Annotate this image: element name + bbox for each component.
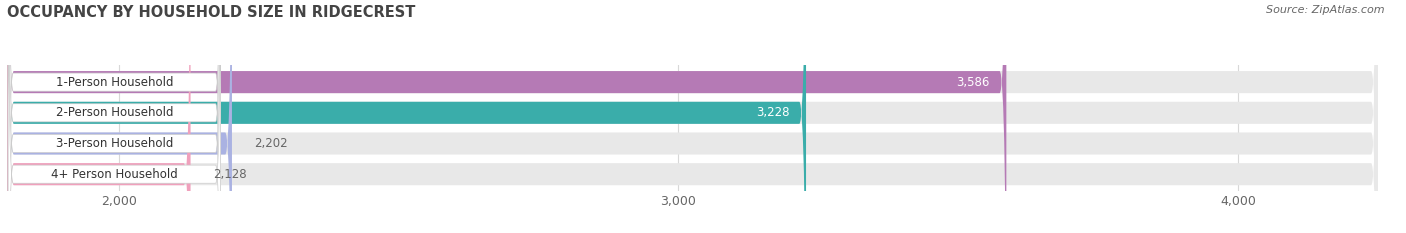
FancyBboxPatch shape	[7, 0, 191, 233]
FancyBboxPatch shape	[7, 0, 1378, 233]
FancyBboxPatch shape	[7, 0, 1007, 233]
Text: 2-Person Household: 2-Person Household	[56, 106, 173, 119]
Text: 4+ Person Household: 4+ Person Household	[51, 168, 177, 181]
FancyBboxPatch shape	[8, 0, 221, 233]
FancyBboxPatch shape	[7, 0, 806, 233]
Text: OCCUPANCY BY HOUSEHOLD SIZE IN RIDGECREST: OCCUPANCY BY HOUSEHOLD SIZE IN RIDGECRES…	[7, 5, 415, 20]
FancyBboxPatch shape	[8, 0, 221, 233]
FancyBboxPatch shape	[8, 0, 221, 233]
FancyBboxPatch shape	[7, 0, 1378, 233]
Text: 1-Person Household: 1-Person Household	[56, 76, 173, 89]
FancyBboxPatch shape	[7, 0, 1378, 233]
FancyBboxPatch shape	[7, 0, 232, 233]
Text: 2,128: 2,128	[212, 168, 246, 181]
Text: 3,586: 3,586	[956, 76, 990, 89]
FancyBboxPatch shape	[8, 0, 221, 233]
Text: 3-Person Household: 3-Person Household	[56, 137, 173, 150]
Text: 2,202: 2,202	[254, 137, 288, 150]
Text: Source: ZipAtlas.com: Source: ZipAtlas.com	[1267, 5, 1385, 15]
Text: 3,228: 3,228	[756, 106, 789, 119]
FancyBboxPatch shape	[7, 0, 1378, 233]
